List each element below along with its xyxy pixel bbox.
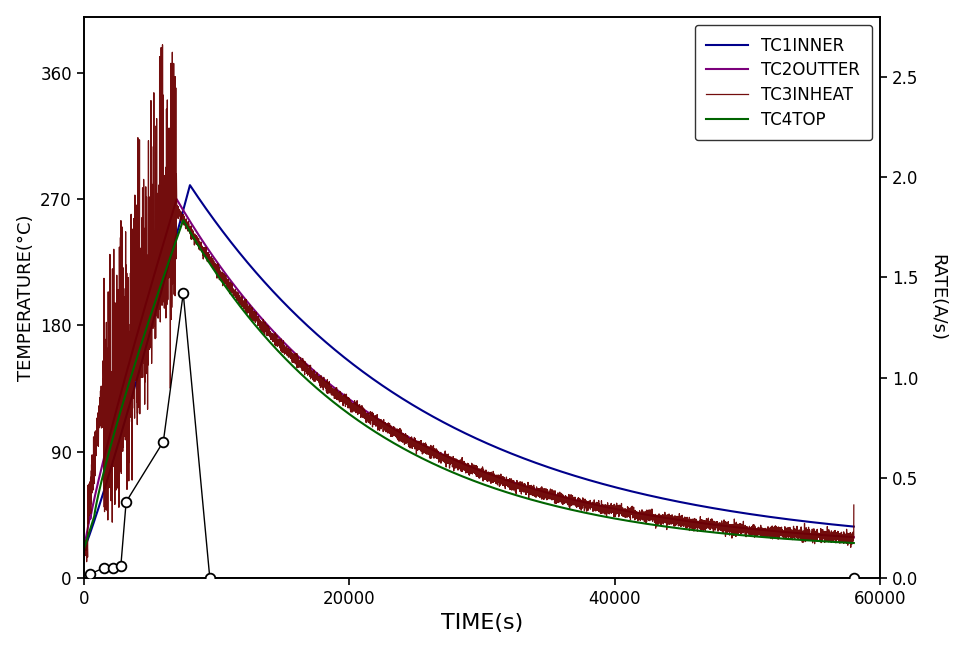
TC4TOP <box>690 526 702 534</box>
Legend: TC1INNER, TC2OUTTER, TC3INHEAT, TC4TOP: TC1INNER, TC2OUTTER, TC3INHEAT, TC4TOP <box>695 25 872 140</box>
TC2OUTTER <box>117 384 128 392</box>
TC1INNER <box>848 523 860 530</box>
Line: TC1INNER: TC1INNER <box>84 185 854 550</box>
TC2OUTTER <box>534 487 545 495</box>
TC1INNER <box>649 493 661 500</box>
TC4TOP <box>357 420 369 428</box>
TC3INHEAT <box>117 391 128 398</box>
TC4TOP <box>567 506 579 514</box>
TC3INHEAT <box>690 520 702 528</box>
TC4TOP <box>177 216 189 224</box>
TC4TOP <box>117 401 128 409</box>
TC2OUTTER <box>690 519 702 526</box>
Y-axis label: TEMPERATURE(°C): TEMPERATURE(°C) <box>16 214 35 380</box>
X-axis label: TIME(s): TIME(s) <box>441 614 523 633</box>
TC2OUTTER <box>567 496 579 504</box>
TC1INNER <box>534 460 545 468</box>
TC1INNER <box>117 426 128 434</box>
TC3INHEAT <box>357 413 369 421</box>
TC3INHEAT <box>81 558 92 566</box>
TC4TOP <box>78 546 90 554</box>
TC3INHEAT <box>848 501 860 509</box>
TC3INHEAT <box>78 551 90 558</box>
TC3INHEAT <box>649 512 661 520</box>
TC3INHEAT <box>157 41 169 49</box>
TC1INNER <box>184 181 195 189</box>
TC1INNER <box>78 546 90 554</box>
TC2OUTTER <box>649 512 661 520</box>
TC1INNER <box>567 471 579 479</box>
Y-axis label: RATE(A/s): RATE(A/s) <box>928 254 947 341</box>
TC4TOP <box>534 498 545 506</box>
TC2OUTTER <box>170 195 182 203</box>
TC4TOP <box>848 539 860 547</box>
TC2OUTTER <box>848 533 860 541</box>
TC3INHEAT <box>534 486 545 494</box>
TC2OUTTER <box>357 405 369 413</box>
TC1INNER <box>690 501 702 509</box>
TC4TOP <box>649 521 661 529</box>
Line: TC3INHEAT: TC3INHEAT <box>84 45 854 562</box>
Line: TC2OUTTER: TC2OUTTER <box>84 199 854 550</box>
TC2OUTTER <box>78 546 90 554</box>
TC1INNER <box>357 368 369 376</box>
Line: TC4TOP: TC4TOP <box>84 220 854 550</box>
TC3INHEAT <box>567 501 579 509</box>
